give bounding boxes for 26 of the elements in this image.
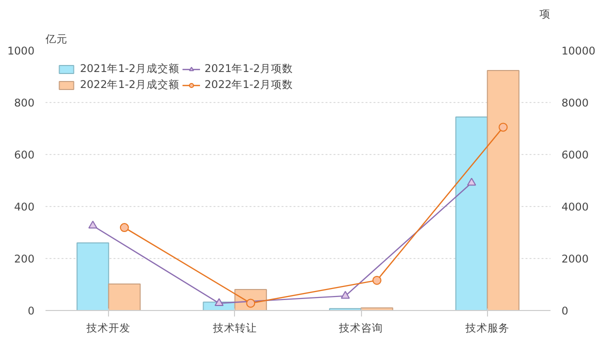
x-tick-label: 技术服务 <box>464 322 510 334</box>
y2-tick-label: 0 <box>562 304 568 318</box>
y2-tick-label: 4000 <box>562 200 589 214</box>
legend-label: 2021年1-2月项数 <box>204 62 294 76</box>
bar <box>108 283 141 310</box>
y-tick-label: 800 <box>14 96 35 110</box>
bar <box>455 116 488 310</box>
y-tick-label: 0 <box>28 304 35 318</box>
legend-label: 2022年1-2月项数 <box>204 78 294 92</box>
y2-axis-title: 项 <box>540 8 550 20</box>
y2-tick-label: 8000 <box>562 96 589 110</box>
y-tick-label: 600 <box>14 148 35 162</box>
y2-tick-label: 6000 <box>562 148 589 162</box>
x-tick-label: 技术开发 <box>86 322 131 334</box>
y-tick-label: 200 <box>14 252 35 266</box>
legend-label: 2021年1-2月成交额 <box>80 62 180 76</box>
bar <box>76 242 110 310</box>
y2-tick-label: 10000 <box>562 44 596 58</box>
y-tick-label: 400 <box>14 200 35 214</box>
bar <box>486 70 520 310</box>
x-tick-label: 技术咨询 <box>338 322 384 334</box>
y2-tick-label: 2000 <box>562 252 589 266</box>
legend-label: 2022年1-2月成交额 <box>80 78 180 92</box>
x-tick-label: 技术转让 <box>212 322 257 334</box>
y-axis-title: 亿元 <box>44 32 68 46</box>
y-tick-label: 1000 <box>7 44 35 58</box>
